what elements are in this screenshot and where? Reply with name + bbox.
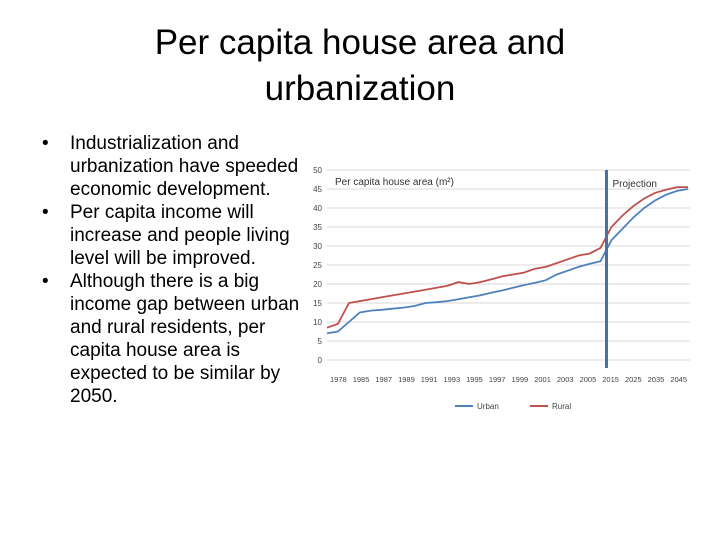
x-tick-label: 1991 [421,375,438,384]
legend-label: Urban [477,402,499,411]
x-tick-label: 2035 [648,375,665,384]
y-tick-labels: 0 5 10 15 20 25 30 35 40 45 50 [313,166,322,365]
y-tick-label: 35 [313,223,322,232]
chart-title: Per capita house area (m²) [335,177,454,188]
title-line-2: urbanization [264,69,456,108]
y-tick-label: 45 [313,185,322,194]
projection-label: Projection [612,179,656,190]
slide-title: Per capita house area and urbanization [60,20,660,112]
bullet-item: • Although there is a big income gap betw… [40,270,310,408]
series-line-rural [326,186,688,329]
x-tick-label: 1978 [330,375,347,384]
x-tick-label: 2003 [557,375,574,384]
y-tick-label: 30 [313,242,322,251]
chart-series [326,170,689,368]
bullet-list: • Industrialization and urbanization have… [40,132,310,408]
x-tick-label: 2001 [534,375,551,384]
x-tick-label: 1985 [353,375,370,384]
bullet-dot: • [42,202,49,223]
series-line-urban [326,188,689,335]
x-tick-label: 2015 [602,375,619,384]
y-tick-label: 20 [313,280,322,289]
x-tick-label: 1989 [398,375,415,384]
chart-grid [327,169,690,361]
y-tick-label: 15 [313,299,322,308]
x-tick-label: 2005 [580,375,597,384]
bullet-dot: • [42,271,49,292]
bullet-item: • Industrialization and urbanization have… [40,132,310,201]
x-tick-labels: 1978 1985 1987 1989 1991 1993 1995 1997 1999 2001… [330,375,687,384]
x-tick-label: 1987 [375,375,392,384]
x-tick-label: 1999 [512,375,529,384]
bullet-text: Although there is a big income gap betwe… [70,271,300,407]
legend-label: Rural [552,402,571,411]
x-tick-label: 1997 [489,375,506,384]
bullet-item: • Per capita income will increase and peo… [40,201,310,270]
chart-legend: Urban Rural [455,402,571,411]
y-tick-label: 5 [318,337,323,346]
title-line-1: Per capita house area and [154,23,566,62]
y-tick-label: 50 [313,166,322,175]
x-tick-label: 1993 [443,375,460,384]
x-tick-label: 1995 [466,375,483,384]
x-tick-label: 2025 [625,375,642,384]
y-tick-label: 10 [313,318,322,327]
bullet-dot: • [42,133,49,154]
x-tick-label: 2045 [670,375,687,384]
bullet-text: Per capita income will increase and peop… [70,202,290,269]
y-tick-label: 40 [313,204,322,213]
bullet-text: Industrialization and urbanization have … [70,133,299,200]
y-tick-label: 25 [313,261,322,270]
y-tick-label: 0 [318,356,323,365]
